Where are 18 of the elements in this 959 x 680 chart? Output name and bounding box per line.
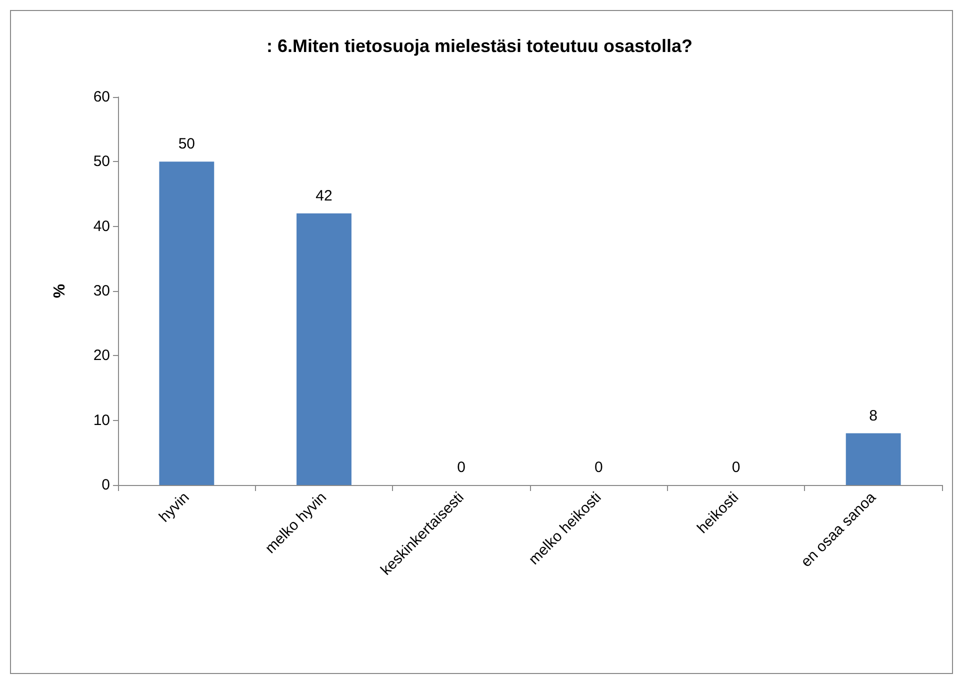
data-label: 50 — [178, 136, 196, 153]
y-tick-label: 0 — [102, 476, 110, 494]
data-label: 0 — [594, 459, 603, 476]
y-tick-label: 50 — [93, 153, 110, 170]
data-label: 42 — [316, 187, 332, 204]
data-label: 8 — [869, 407, 878, 424]
chart-title: : 6.Miten tietosuoja mielestäsi toteutuu osastolla? — [266, 36, 693, 56]
bar — [846, 433, 901, 485]
y-tick-label: 60 — [93, 88, 110, 106]
bar — [159, 162, 214, 485]
y-tick-label: 10 — [93, 412, 110, 429]
data-label: 0 — [457, 459, 466, 476]
y-tick-label: 40 — [93, 218, 110, 235]
bar — [296, 213, 352, 485]
y-tick-label: 20 — [93, 347, 110, 364]
y-tick-label: 30 — [93, 282, 110, 300]
y-axis-title: % — [52, 284, 68, 298]
data-label: 0 — [732, 459, 740, 476]
